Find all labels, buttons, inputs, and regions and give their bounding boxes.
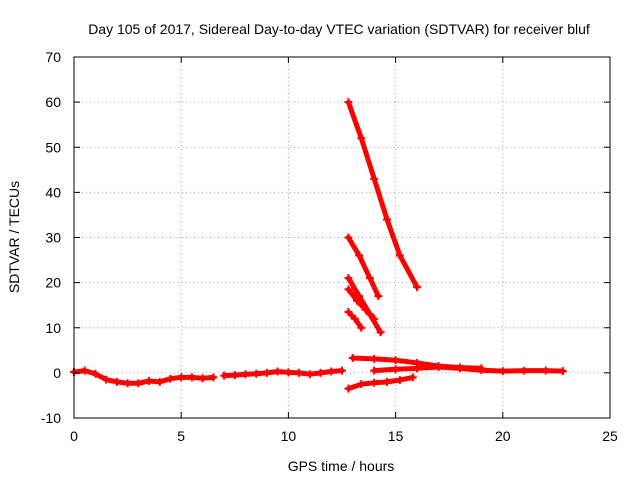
data-point [155, 377, 164, 386]
data-point [284, 368, 293, 377]
y-tick-label: 30 [45, 230, 61, 246]
series-baseline-early [70, 366, 218, 388]
series-arc-60 [344, 98, 422, 292]
data-point [177, 373, 186, 382]
data-point [357, 134, 366, 143]
data-point [209, 373, 218, 382]
series-trace [345, 235, 381, 299]
series-trace [345, 286, 377, 322]
y-tick-label: -10 [41, 410, 61, 426]
x-tick-label: 5 [177, 428, 185, 444]
series-trace [371, 364, 566, 374]
data-point [374, 292, 383, 301]
data-point [353, 296, 362, 305]
series-arc-30 [344, 233, 383, 301]
data-point [187, 373, 196, 382]
data-point [395, 251, 404, 260]
y-tick-label: 50 [45, 139, 61, 155]
data-point [520, 366, 529, 375]
data-point [391, 365, 400, 374]
data-point [376, 328, 385, 337]
chart-title: Day 105 of 2017, Sidereal Day-to-day VTE… [88, 21, 590, 37]
data-point [413, 364, 422, 373]
x-tick-label: 25 [602, 428, 618, 444]
data-point [357, 380, 366, 389]
data-point [344, 285, 353, 294]
y-tick-label: 40 [45, 184, 61, 200]
data-point [344, 307, 353, 316]
y-tick-label: 70 [45, 49, 61, 65]
data-point [134, 379, 143, 388]
data-point [166, 374, 175, 383]
data-point [558, 367, 567, 376]
data-point [145, 376, 154, 385]
data-point [230, 371, 239, 380]
data-point [370, 366, 379, 375]
data-point [262, 368, 271, 377]
data-point [383, 377, 392, 386]
data-point [252, 369, 261, 378]
data-point [541, 366, 550, 375]
data-point [383, 215, 392, 224]
data-point [344, 384, 353, 393]
data-point [80, 366, 89, 375]
data-point [365, 274, 374, 283]
data-point [338, 366, 346, 375]
data-point [455, 364, 464, 373]
y-tick-label: 60 [45, 94, 61, 110]
data-point [355, 251, 364, 260]
data-point [361, 305, 370, 314]
data-point [370, 314, 379, 323]
data-point [408, 373, 417, 382]
data-point [350, 314, 359, 323]
y-axis-label: SDTVAR / TECUs [6, 181, 22, 293]
series-arc-13 [344, 307, 366, 332]
data-point [477, 366, 486, 375]
data-point [241, 370, 250, 379]
data-point [370, 174, 379, 183]
data-point [273, 367, 282, 376]
tick-layer: 0 5 10 15 20 25 -10 0 10 20 30 40 50 60 70 [41, 49, 618, 444]
x-axis-label: GPS time / hours [288, 458, 395, 474]
data-layer [70, 98, 567, 393]
data-point [102, 375, 111, 384]
data-point [370, 354, 379, 363]
grid [74, 57, 610, 418]
data-point [344, 98, 353, 107]
data-point [316, 368, 325, 377]
data-point [295, 368, 304, 377]
y-tick-label: 10 [45, 320, 61, 336]
data-point [357, 323, 366, 332]
data-point [391, 356, 400, 365]
x-tick-label: 15 [388, 428, 404, 444]
series-low-arc [344, 373, 417, 393]
data-point [327, 367, 336, 376]
data-point [348, 353, 357, 362]
data-point [123, 379, 132, 388]
data-point [198, 374, 207, 383]
series-arc-18 [344, 285, 379, 323]
y-tick-label: 20 [45, 275, 61, 291]
data-point [344, 274, 353, 283]
data-point [370, 378, 379, 387]
x-tick-label: 10 [281, 428, 297, 444]
data-point [434, 363, 443, 372]
data-point [498, 367, 507, 376]
data-point [91, 369, 100, 378]
data-point [112, 377, 121, 386]
data-point [220, 371, 229, 380]
data-point [395, 376, 404, 385]
data-point [344, 233, 353, 242]
series-baseline-late [370, 363, 567, 376]
series-baseline-midday [220, 366, 346, 380]
y-tick-label: 0 [53, 365, 61, 381]
x-tick-label: 0 [70, 428, 78, 444]
x-tick-label: 20 [495, 428, 511, 444]
data-point [413, 283, 422, 292]
data-point [305, 370, 314, 379]
series-trace [345, 99, 420, 290]
